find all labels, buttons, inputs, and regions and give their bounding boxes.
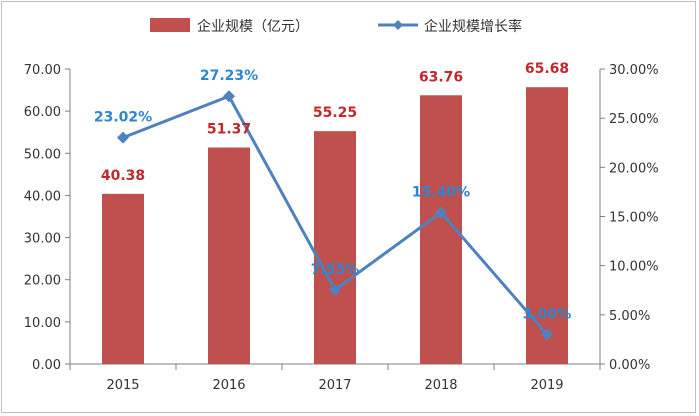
growth-value-label: 3.00%: [523, 307, 572, 323]
left-tick-label: 0.00: [32, 358, 61, 373]
data-labels: 40.38 51.37 55.25 63.76 65.68 23.02% 27.23% 7.5…: [94, 61, 571, 322]
growth-point-2017: [329, 283, 341, 296]
left-tick-label: 70.00: [24, 63, 61, 78]
right-tick-label: 0.00%: [609, 358, 650, 373]
x-tick-label: 2015: [106, 378, 139, 393]
right-tick-label: 5.00%: [609, 309, 650, 324]
growth-point-2019: [541, 328, 553, 341]
left-tick-label: 50.00: [24, 147, 61, 162]
bar-value-label: 55.25: [313, 105, 357, 121]
left-tick-label: 30.00: [24, 232, 61, 247]
left-tick-label: 20.00: [24, 274, 61, 289]
legend-line-label: 企业规模增长率: [424, 18, 522, 35]
line-series: [117, 90, 553, 341]
growth-value-label: 7.55%: [311, 262, 360, 278]
growth-point-2018: [435, 206, 447, 219]
left-tick-label: 10.00: [24, 316, 61, 331]
bar-value-label: 65.68: [525, 61, 569, 77]
legend-line-marker: [393, 20, 403, 30]
left-tick-label: 60.00: [24, 105, 61, 120]
growth-value-label: 27.23%: [200, 68, 258, 84]
right-tick-label: 15.00%: [609, 211, 659, 226]
bar-2017: [314, 131, 356, 364]
right-tick-label: 20.00%: [609, 161, 659, 176]
legend-bar-swatch: [150, 18, 190, 32]
growth-point-2016: [223, 90, 235, 103]
legend-bar-label: 企业规模（亿元）: [197, 18, 309, 35]
axes: 0.00 10.00 20.00 30.00 40.00 50.00 60.00 70.00 0…: [24, 63, 659, 393]
x-tick-label: 2018: [424, 378, 457, 393]
right-tick-label: 10.00%: [609, 260, 659, 275]
left-tick-label: 40.00: [24, 189, 61, 204]
bar-value-label: 40.38: [101, 168, 145, 184]
right-tick-label: 25.00%: [609, 112, 659, 127]
growth-point-2015: [117, 131, 129, 144]
growth-value-label: 15.40%: [412, 185, 470, 201]
bar-value-label: 51.37: [207, 122, 251, 138]
bar-value-label: 63.76: [419, 69, 463, 85]
bar-2015: [102, 193, 144, 364]
growth-value-label: 23.02%: [94, 110, 152, 126]
bar-series: [102, 87, 568, 364]
right-tick-label: 30.00%: [609, 63, 659, 78]
x-tick-label: 2017: [318, 378, 351, 393]
bar-2016: [208, 147, 250, 364]
x-tick-label: 2016: [212, 378, 245, 393]
legend: 企业规模（亿元） 企业规模增长率: [150, 18, 522, 35]
x-tick-label: 2019: [530, 378, 563, 393]
